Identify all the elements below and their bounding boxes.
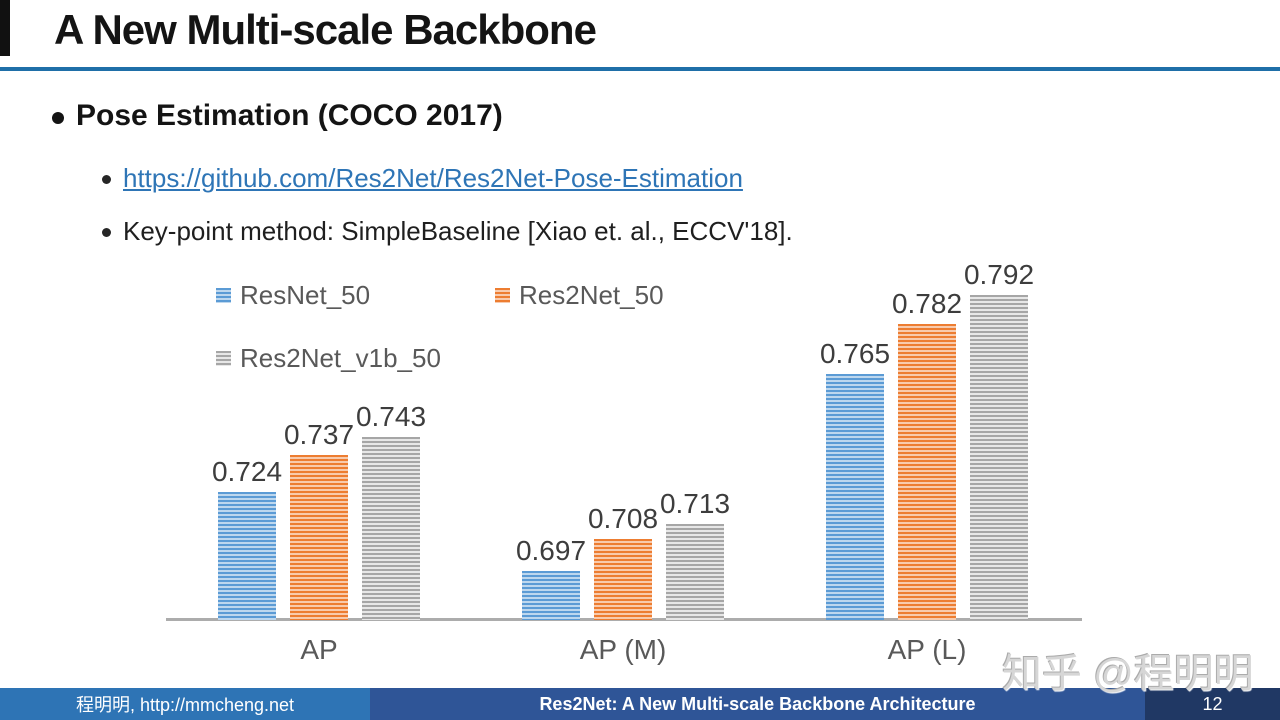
keypoint-method-label: Key-point method: SimpleBaseline [Xiao e… xyxy=(123,216,793,246)
bar-Res2Net_50-AP (L) xyxy=(898,324,956,620)
bullet-pose-estimation: Pose Estimation (COCO 2017) xyxy=(52,99,503,133)
bar-Res2Net_v1b_50-AP xyxy=(362,437,420,620)
legend-item: ResNet_50 xyxy=(216,280,370,311)
plot-area: 0.724 0.737 0.743 0.697 0.708 0.713 0.765 0.782… xyxy=(160,250,1100,621)
bar-value-label: 0.765 xyxy=(819,338,891,369)
legend-label: ResNet_50 xyxy=(240,280,371,310)
corner-mark xyxy=(0,0,10,56)
bar-Res2Net_50-AP (M) xyxy=(594,539,652,620)
bar-Res2Net_v1b_50-AP (L) xyxy=(970,295,1028,620)
legend-swatch xyxy=(495,288,510,303)
bar-value-label: 0.697 xyxy=(515,535,587,566)
legend-item: Res2Net_v1b_50 xyxy=(216,343,441,374)
bar-ResNet_50-AP xyxy=(218,492,276,620)
bar-value-label: 0.724 xyxy=(211,456,283,487)
category-label: AP (M) xyxy=(579,634,667,665)
legend-swatch xyxy=(216,351,231,366)
bullet-github-link: https://github.com/Res2Net/Res2Net-Pose-… xyxy=(102,163,743,194)
bar-value-label: 0.737 xyxy=(283,419,355,450)
bar-ResNet_50-AP (M) xyxy=(522,571,580,620)
watermark: 知乎 @程明明 xyxy=(1002,652,1254,696)
bar-Res2Net_50-AP xyxy=(290,455,348,620)
bar-ResNet_50-AP (L) xyxy=(826,374,884,620)
legend-swatch xyxy=(216,288,231,303)
legend-label: Res2Net_50 xyxy=(519,280,664,310)
footer-bar: 程明明, http://mmcheng.net Res2Net: A New M… xyxy=(0,688,1280,720)
footer-author: 程明明, http://mmcheng.net xyxy=(0,688,370,720)
category-label: AP xyxy=(300,634,338,665)
bar-value-label: 0.743 xyxy=(355,401,427,432)
bar-Res2Net_v1b_50-AP (M) xyxy=(666,524,724,620)
bullet-dot xyxy=(102,228,111,237)
footer-page-number: 12 xyxy=(1145,688,1280,720)
title-divider xyxy=(0,67,1280,71)
bullet-keypoint-method: Key-point method: SimpleBaseline [Xiao e… xyxy=(102,216,793,247)
bar-value-label: 0.713 xyxy=(659,488,731,519)
bar-chart: 0.724 0.737 0.743 0.697 0.708 0.713 0.765 0.782… xyxy=(160,250,1120,682)
legend-item: Res2Net_50 xyxy=(495,280,664,311)
page-title: A New Multi-scale Backbone xyxy=(54,6,597,53)
bullet-dot xyxy=(52,112,64,124)
bar-value-label: 0.708 xyxy=(587,503,659,534)
bullet-pose-estimation-label: Pose Estimation (COCO 2017) xyxy=(76,99,503,132)
category-label: AP (L) xyxy=(887,634,967,665)
bar-value-label: 0.792 xyxy=(963,259,1035,290)
github-repo-link[interactable]: https://github.com/Res2Net/Res2Net-Pose-… xyxy=(123,163,743,193)
bar-value-label: 0.782 xyxy=(891,288,963,319)
legend-label: Res2Net_v1b_50 xyxy=(240,343,441,373)
bullet-dot xyxy=(102,175,111,184)
footer-slide-title: Res2Net: A New Multi-scale Backbone Arch… xyxy=(370,688,1145,720)
